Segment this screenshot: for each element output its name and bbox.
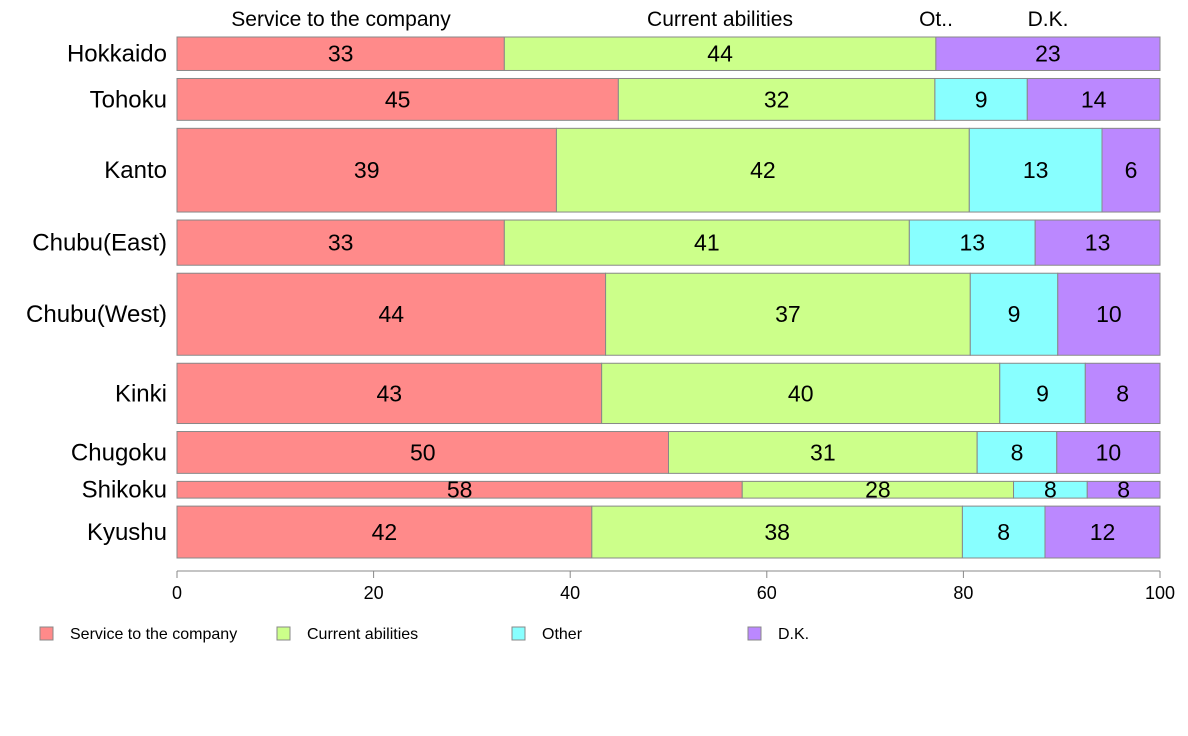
legend-swatch-other — [511, 626, 526, 641]
data-label: 10 — [1096, 439, 1122, 465]
data-label: 43 — [377, 380, 403, 406]
data-label: 8 — [1116, 380, 1129, 406]
data-label: 9 — [1008, 301, 1021, 327]
category-label-tohoku: Tohoku — [90, 86, 167, 113]
data-label: 37 — [775, 301, 801, 327]
data-label: 32 — [764, 86, 790, 112]
data-label: 40 — [788, 380, 814, 406]
data-label: 13 — [959, 230, 985, 256]
data-label: 50 — [410, 439, 436, 465]
top-series-labels: Service to the company Current abilities O… — [231, 8, 1068, 31]
bar-hokkaido-d-k — [935, 36, 1161, 71]
bar-chubu-east-current-abilities — [503, 219, 910, 266]
bar-kanto-d-k — [1101, 127, 1161, 213]
legend-label-other: Other — [542, 626, 583, 643]
bar-kinki-d-k — [1084, 362, 1161, 425]
x-tick-label: 0 — [172, 583, 182, 603]
x-tick-label: 40 — [560, 583, 580, 603]
x-axis: 0 20 40 60 80 100 — [172, 570, 1175, 603]
data-label: 10 — [1096, 301, 1122, 327]
data-label: 42 — [372, 519, 398, 545]
category-label-kyushu: Kyushu — [87, 519, 167, 546]
bar-kanto-service-to-the-company — [176, 127, 557, 213]
category-label-chugoku: Chugoku — [71, 439, 167, 466]
top-label-d-k: D.K. — [1028, 8, 1069, 31]
bar-shikoku-d-k — [1086, 480, 1161, 499]
legend: Service to the company Current abilities O… — [39, 626, 809, 643]
category-label-chubu-east: Chubu(East) — [32, 230, 167, 257]
bar-kanto-other — [968, 127, 1103, 213]
data-label: 13 — [1023, 157, 1049, 183]
data-label: 8 — [1044, 477, 1057, 503]
bar-kyushu-current-abilities — [591, 505, 963, 559]
data-label: 31 — [810, 439, 836, 465]
data-label: 8 — [1117, 477, 1130, 503]
category-label-chubu-west: Chubu(West) — [26, 301, 167, 328]
bar-chubu-west-d-k — [1057, 272, 1161, 356]
data-label: 9 — [1036, 380, 1049, 406]
data-label: 12 — [1090, 519, 1116, 545]
data-label: 41 — [694, 230, 720, 256]
x-tick-label: 60 — [757, 583, 777, 603]
bar-hokkaido-current-abilities — [503, 36, 937, 71]
data-label: 33 — [328, 230, 354, 256]
legend-swatch-service-to-the-company — [39, 626, 54, 641]
x-tick-label: 80 — [953, 583, 973, 603]
data-label: 38 — [764, 519, 790, 545]
data-label: 44 — [707, 41, 733, 67]
data-label: 44 — [378, 301, 404, 327]
data-label: 45 — [385, 86, 411, 112]
top-label-ot: Ot.. — [919, 8, 953, 31]
data-label: 6 — [1125, 157, 1138, 183]
data-label: 33 — [328, 41, 354, 67]
bar-chubu-east-d-k — [1034, 219, 1161, 266]
legend-swatch-d-k — [747, 626, 762, 641]
bar-kanto-current-abilities — [555, 127, 970, 213]
data-label: 13 — [1085, 230, 1111, 256]
data-label: 39 — [354, 157, 380, 183]
bar-tohoku-d-k — [1026, 77, 1161, 121]
bar-hokkaido-service-to-the-company — [176, 36, 505, 71]
category-label-hokkaido: Hokkaido — [67, 41, 167, 68]
data-label: 14 — [1081, 86, 1107, 112]
top-label-service-to-the-company: Service to the company — [231, 8, 451, 31]
bar-chubu-west-current-abilities — [605, 272, 971, 356]
bar-chubu-west-service-to-the-company — [176, 272, 607, 356]
bar-chubu-east-other — [908, 219, 1036, 266]
data-label: 8 — [997, 519, 1010, 545]
category-label-kinki: Kinki — [115, 380, 167, 407]
category-label-shikoku: Shikoku — [82, 477, 167, 504]
data-label: 28 — [865, 477, 891, 503]
category-label-kanto: Kanto — [104, 157, 167, 184]
bar-chugoku-d-k — [1056, 431, 1161, 474]
data-label: 8 — [1011, 439, 1024, 465]
bar-kinki-service-to-the-company — [176, 362, 603, 425]
bar-tohoku-current-abilities — [617, 77, 936, 121]
legend-label-d-k: D.K. — [778, 626, 809, 643]
bar-tohoku-service-to-the-company — [176, 77, 619, 121]
data-label: 9 — [975, 86, 988, 112]
legend-label-service-to-the-company: Service to the company — [70, 626, 237, 643]
x-tick-label: 20 — [364, 583, 384, 603]
category-labels: Hokkaido Tohoku Kanto Chubu(East) Chubu(West… — [26, 41, 167, 546]
bar-kinki-current-abilities — [601, 362, 1001, 425]
legend-swatch-current-abilities — [276, 626, 291, 641]
bar-tohoku-other — [934, 77, 1028, 121]
data-label: 42 — [750, 157, 776, 183]
bar-chubu-west-other — [969, 272, 1059, 356]
data-label: 58 — [447, 477, 473, 503]
bar-chugoku-current-abilities — [668, 431, 978, 474]
bar-kyushu-other — [961, 505, 1046, 559]
bar-kinki-other — [999, 362, 1086, 425]
bars-layer: 33 44 23 45 32 9 14 39 42 13 6 33 41 13 13 44 37 9 10 43 40 9… — [176, 36, 1161, 559]
x-tick-label: 100 — [1145, 583, 1175, 603]
bar-chubu-east-service-to-the-company — [176, 219, 505, 266]
top-label-current-abilities: Current abilities — [647, 8, 793, 31]
legend-label-current-abilities: Current abilities — [307, 626, 418, 643]
bar-kyushu-d-k — [1044, 505, 1161, 559]
data-label: 23 — [1035, 41, 1061, 67]
